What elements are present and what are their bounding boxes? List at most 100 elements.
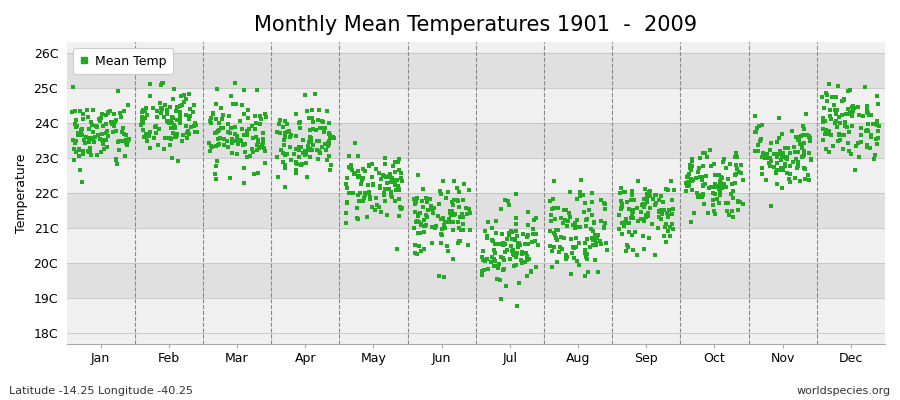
Point bbox=[248, 112, 262, 119]
Point bbox=[792, 141, 806, 147]
Point bbox=[505, 247, 519, 254]
Point bbox=[120, 142, 134, 148]
Point bbox=[310, 127, 324, 133]
Point bbox=[509, 303, 524, 310]
Point bbox=[104, 118, 119, 125]
Point bbox=[661, 228, 675, 234]
Point bbox=[597, 199, 611, 206]
Point bbox=[589, 240, 603, 246]
Point bbox=[109, 116, 123, 123]
Point bbox=[666, 226, 680, 232]
Point bbox=[680, 183, 694, 190]
Point bbox=[94, 149, 109, 156]
Point bbox=[356, 198, 370, 204]
Point bbox=[480, 234, 494, 240]
Point bbox=[388, 198, 402, 204]
Point bbox=[715, 185, 729, 191]
Point bbox=[804, 156, 818, 162]
Point bbox=[164, 136, 178, 142]
Point bbox=[162, 135, 176, 141]
Point bbox=[119, 136, 133, 143]
Point bbox=[322, 119, 337, 126]
Point bbox=[507, 252, 521, 258]
Point bbox=[800, 132, 814, 138]
Point bbox=[303, 134, 318, 140]
Point bbox=[643, 205, 657, 212]
Point bbox=[569, 244, 583, 250]
Point bbox=[78, 140, 93, 146]
Point bbox=[222, 113, 237, 119]
Point bbox=[828, 107, 842, 114]
Point bbox=[706, 202, 721, 208]
Point bbox=[786, 158, 800, 165]
Point bbox=[249, 134, 264, 140]
Point bbox=[344, 165, 358, 172]
Point bbox=[173, 103, 187, 110]
Point bbox=[173, 114, 187, 120]
Point bbox=[770, 167, 785, 174]
Point bbox=[210, 86, 224, 92]
Point bbox=[71, 130, 86, 136]
Point bbox=[686, 176, 700, 183]
Point bbox=[407, 196, 421, 202]
Point bbox=[551, 227, 565, 234]
Point bbox=[719, 184, 733, 190]
Point bbox=[82, 135, 96, 141]
Bar bbox=[67, 53, 885, 88]
Point bbox=[767, 164, 781, 170]
Point bbox=[437, 219, 452, 225]
Point bbox=[292, 119, 307, 125]
Point bbox=[475, 268, 490, 274]
Point bbox=[455, 196, 470, 203]
Point bbox=[495, 230, 509, 237]
Point bbox=[188, 120, 202, 126]
Point bbox=[233, 138, 248, 144]
Point bbox=[203, 142, 218, 149]
Point bbox=[767, 151, 781, 158]
Point bbox=[512, 240, 526, 246]
Point bbox=[187, 102, 202, 109]
Point bbox=[721, 176, 735, 182]
Point bbox=[752, 148, 766, 154]
Point bbox=[412, 230, 427, 236]
Point bbox=[452, 204, 466, 210]
Point bbox=[176, 138, 190, 144]
Point bbox=[419, 222, 434, 228]
Point bbox=[543, 228, 557, 234]
Point bbox=[543, 243, 557, 249]
Point bbox=[719, 164, 733, 171]
Point bbox=[221, 113, 236, 119]
Point bbox=[313, 124, 328, 131]
Point bbox=[240, 106, 255, 113]
Point bbox=[210, 158, 224, 164]
Point bbox=[499, 282, 513, 289]
Point bbox=[846, 105, 860, 112]
Point bbox=[414, 248, 428, 254]
Point bbox=[635, 202, 650, 208]
Point bbox=[754, 136, 769, 142]
Point bbox=[772, 115, 787, 121]
Point bbox=[322, 153, 337, 160]
Point bbox=[324, 162, 338, 168]
Point bbox=[790, 149, 805, 156]
Point bbox=[248, 126, 262, 132]
Point bbox=[580, 255, 594, 262]
Point bbox=[491, 240, 506, 247]
Point bbox=[103, 108, 117, 114]
Point bbox=[863, 144, 878, 151]
Point bbox=[440, 243, 454, 249]
Point bbox=[173, 115, 187, 122]
Point bbox=[488, 241, 502, 247]
Point bbox=[388, 169, 402, 175]
Point bbox=[140, 112, 154, 119]
Point bbox=[270, 174, 284, 180]
Point bbox=[619, 199, 634, 205]
Point bbox=[83, 149, 97, 155]
Point bbox=[215, 116, 230, 123]
Point bbox=[759, 151, 773, 157]
Point bbox=[799, 111, 814, 118]
Point bbox=[410, 195, 424, 201]
Point bbox=[100, 143, 114, 150]
Point bbox=[184, 113, 198, 120]
Point bbox=[817, 130, 832, 137]
